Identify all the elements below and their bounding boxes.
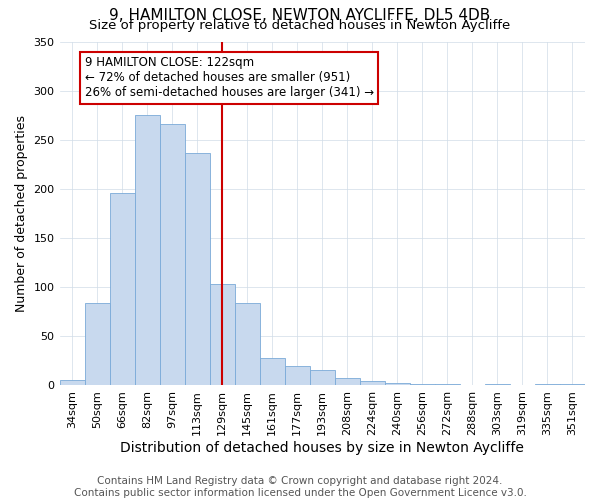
Bar	[435, 384, 460, 386]
Bar	[59, 380, 85, 386]
Bar	[385, 382, 410, 386]
Bar	[310, 370, 335, 386]
Bar	[110, 193, 134, 386]
Bar	[285, 366, 310, 386]
Bar	[134, 115, 160, 386]
Text: Size of property relative to detached houses in Newton Aycliffe: Size of property relative to detached ho…	[89, 18, 511, 32]
Bar	[360, 380, 385, 386]
Bar	[335, 378, 360, 386]
Bar	[85, 303, 110, 386]
Bar	[410, 384, 435, 386]
Bar	[209, 284, 235, 386]
Bar	[260, 358, 285, 386]
Bar	[235, 303, 260, 386]
Text: 9 HAMILTON CLOSE: 122sqm
← 72% of detached houses are smaller (951)
26% of semi-: 9 HAMILTON CLOSE: 122sqm ← 72% of detach…	[85, 56, 374, 99]
Bar	[185, 152, 209, 386]
Bar	[485, 384, 510, 386]
Text: Contains HM Land Registry data © Crown copyright and database right 2024.
Contai: Contains HM Land Registry data © Crown c…	[74, 476, 526, 498]
Y-axis label: Number of detached properties: Number of detached properties	[15, 115, 28, 312]
Text: 9, HAMILTON CLOSE, NEWTON AYCLIFFE, DL5 4DB: 9, HAMILTON CLOSE, NEWTON AYCLIFFE, DL5 …	[109, 8, 491, 22]
Bar	[535, 384, 560, 386]
Bar	[160, 124, 185, 386]
X-axis label: Distribution of detached houses by size in Newton Aycliffe: Distribution of detached houses by size …	[121, 441, 524, 455]
Bar	[560, 384, 585, 386]
